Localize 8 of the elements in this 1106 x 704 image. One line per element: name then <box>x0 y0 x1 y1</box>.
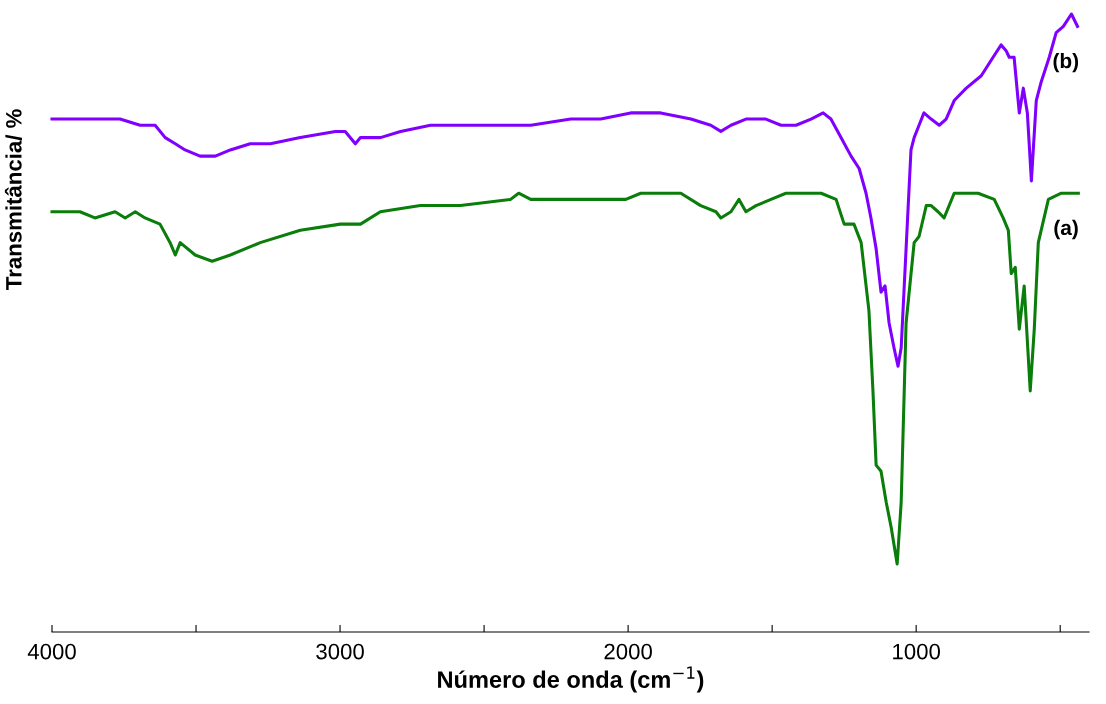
y-axis-title: Transmitância/ % <box>4 109 22 290</box>
x-tick-label: 3000 <box>316 643 364 660</box>
x-tick-label: 1000 <box>893 643 941 660</box>
x-axis-title: Número de onda (cm$^{−1}$) <box>438 666 704 693</box>
x-tick-label: 4000 <box>27 643 76 660</box>
x-tick-label: 2000 <box>604 643 652 660</box>
series-label: (b) <box>1053 52 1079 73</box>
series-label: (a) <box>1054 219 1078 240</box>
